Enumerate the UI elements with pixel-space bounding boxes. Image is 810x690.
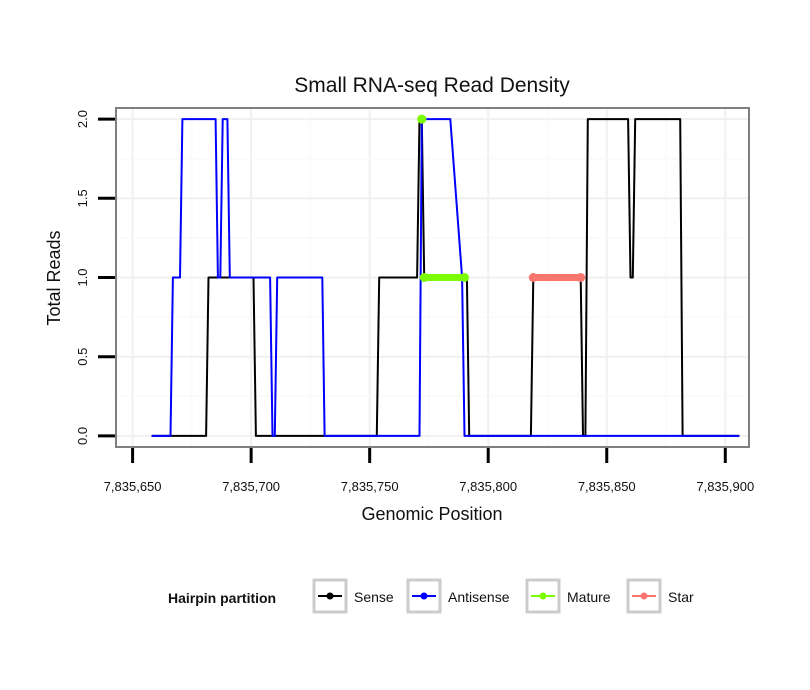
x-tick-label: 7,835,900 (696, 479, 754, 494)
series-point-star (576, 273, 586, 282)
legend-label-antisense: Antisense (448, 589, 510, 605)
series-point-mature (460, 273, 470, 282)
legend-dot-star (640, 592, 648, 600)
series-layer (151, 114, 740, 437)
legend: Hairpin partition Sense Antisense Mature… (168, 578, 694, 614)
legend-item-antisense: Antisense (406, 578, 510, 614)
series-point-mature (417, 114, 427, 124)
x-axis-title: Genomic Position (361, 504, 502, 524)
series-point-star (528, 273, 538, 282)
x-tick-label: 7,835,700 (222, 479, 280, 494)
y-tick-label: 0.5 (75, 348, 90, 366)
x-tick-label: 7,835,650 (104, 479, 162, 494)
y-axis: 0.0 0.5 1.0 1.5 2.0 (75, 110, 115, 445)
x-tick-label: 7,835,800 (459, 479, 517, 494)
legend-item-star: Star (626, 578, 694, 614)
y-tick-label: 0.0 (75, 427, 90, 445)
legend-item-mature: Mature (525, 578, 611, 614)
series-point-mature (419, 273, 429, 282)
series-line-antisense (151, 118, 740, 437)
y-tick-label: 1.5 (75, 189, 90, 207)
legend-item-sense: Sense (312, 578, 394, 614)
legend-label-star: Star (668, 589, 694, 605)
plot-border (115, 107, 750, 448)
legend-title: Hairpin partition (168, 590, 276, 606)
y-tick-label: 1.0 (75, 268, 90, 286)
x-axis: 7,835,650 7,835,700 7,835,750 7,835,800 7,83… (104, 448, 754, 494)
chart-title: Small RNA-seq Read Density (294, 74, 570, 97)
x-tick-label: 7,835,850 (578, 479, 636, 494)
grid (116, 108, 749, 447)
legend-dot-antisense (420, 592, 428, 600)
legend-label-sense: Sense (354, 589, 394, 605)
y-tick-label: 2.0 (75, 110, 90, 128)
legend-dot-sense (326, 592, 334, 600)
legend-label-mature: Mature (567, 589, 611, 605)
legend-dot-mature (539, 592, 547, 600)
x-tick-label: 7,835,750 (341, 479, 399, 494)
y-axis-title: Total Reads (44, 230, 64, 325)
